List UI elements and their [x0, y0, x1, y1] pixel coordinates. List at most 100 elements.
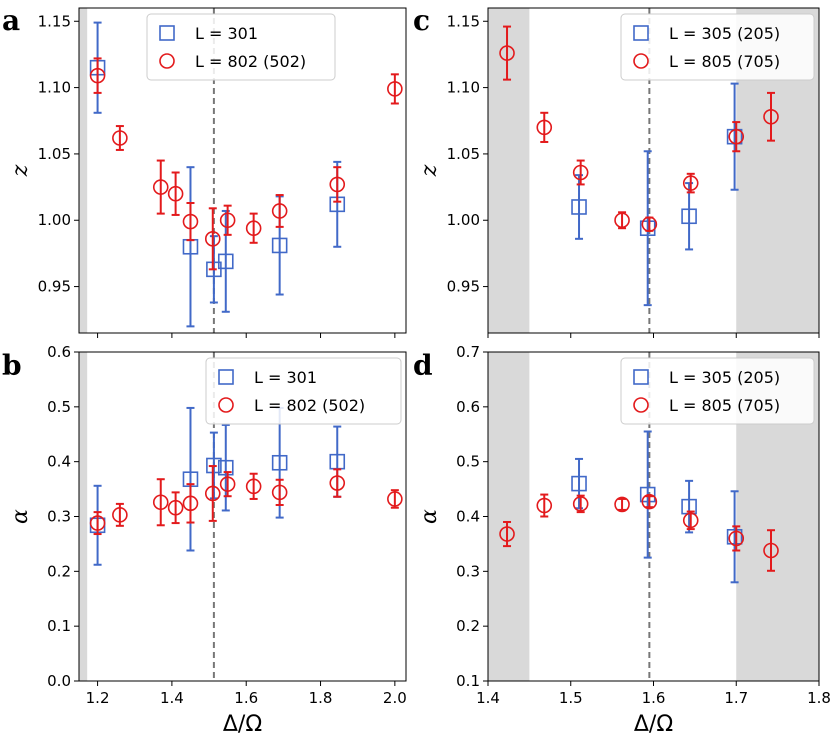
x-axis-label: Δ/Ω: [223, 712, 262, 737]
data-point-circle: [387, 81, 403, 97]
x-tick-label: 1.5: [559, 689, 583, 707]
x-axis-label: Δ/Ω: [634, 712, 673, 737]
x-tick-label: 1.8: [309, 689, 333, 707]
legend-box: [146, 13, 336, 81]
legend-circle-marker: [218, 397, 234, 413]
y-tick-label: 0.0: [47, 672, 71, 690]
x-tick-label: 1.6: [642, 689, 666, 707]
data-point-square: [571, 199, 587, 215]
series-squares: [89, 406, 346, 566]
data-point-circle: [219, 212, 236, 229]
x-tick-label: 1.4: [160, 689, 184, 707]
data-point-circle: [219, 476, 236, 492]
shaded-region: [79, 8, 88, 333]
x-tick-label: 1.6: [234, 689, 258, 707]
legend-box: [620, 13, 815, 81]
data-point-circle: [271, 203, 288, 219]
panel-label: d: [413, 349, 433, 382]
data-point-circle: [245, 478, 262, 495]
legend-square-marker: [159, 25, 175, 41]
data-point-circle: [728, 530, 745, 547]
data-point-circle: [682, 175, 699, 191]
legend-circle-marker: [159, 53, 175, 69]
y-tick-label: 0.95: [447, 278, 480, 296]
data-point-circle: [329, 176, 346, 193]
data-point-circle: [614, 496, 630, 513]
data-point-circle: [763, 108, 779, 125]
y-tick-label: 0.6: [47, 343, 71, 361]
y-tick-label: 0.95: [38, 278, 71, 296]
data-point-square: [206, 261, 222, 278]
panel-label: c: [413, 4, 430, 37]
x-tick-label: 2.0: [383, 689, 407, 707]
data-point-circle: [499, 45, 515, 61]
legend-label: L = 305 (205): [669, 368, 780, 387]
data-point-circle: [112, 507, 128, 523]
data-point-square: [217, 459, 234, 476]
x-tick-label: 1.4: [476, 689, 500, 707]
legend-label: L = 802 (502): [195, 52, 306, 71]
data-point-circle: [387, 491, 403, 507]
y-tick-label: 0.4: [47, 453, 71, 471]
data-point-circle: [89, 67, 106, 84]
data-point-square: [571, 475, 587, 492]
data-point-circle: [182, 495, 199, 512]
y-tick-label: 0.6: [456, 398, 480, 416]
y-tick-label: 1.10: [38, 79, 71, 97]
legend-square-marker: [218, 369, 234, 385]
legend-square-marker: [633, 369, 649, 385]
data-point-circle: [89, 515, 106, 531]
legend-box: [205, 357, 402, 425]
y-tick-label: 0.5: [456, 453, 480, 471]
panel-c: 0.95 1.00 1.05 1.10 1.15 z c L = 305 (205) L = 8…: [413, 4, 820, 338]
y-axis-label: α: [417, 509, 442, 524]
data-point-circle: [167, 499, 184, 516]
legend: L = 301 L = 802 (502): [205, 357, 402, 425]
legend-square-marker: [633, 25, 649, 41]
axes-frame: [78, 7, 407, 334]
y-tick-label: 0.1: [456, 672, 480, 690]
legend-label: L = 301: [254, 368, 317, 387]
y-tick-label: 1.05: [38, 145, 71, 163]
data-point-circle: [204, 485, 221, 502]
y-axis-label: α: [8, 509, 33, 524]
series-circles: [89, 57, 403, 271]
y-tick-label: 1.00: [38, 211, 71, 229]
data-point-square: [681, 208, 697, 225]
legend: L = 301 L = 802 (502): [146, 13, 336, 81]
legend-label: L = 802 (502): [254, 396, 365, 415]
series-circles: [499, 25, 779, 233]
panel-b: 0.0 0.1 0.2 0.3 0.4 0.5 0.6 1.2 1.4 1.6 1.8 2.0 α Δ/Ω…: [2, 343, 407, 737]
y-tick-label: 1.10: [447, 79, 480, 97]
plot-area: [79, 8, 403, 333]
data-point-circle: [572, 496, 589, 512]
data-point-circle: [152, 179, 169, 195]
legend: L = 305 (205) L = 805 (705): [620, 357, 815, 425]
data-point-circle: [536, 119, 553, 136]
data-point-circle: [536, 497, 553, 514]
data-point-circle: [614, 212, 630, 229]
panel-a: 0.95 1.00 1.05 1.10 1.15 z a L = 301 L = 802 (50…: [2, 4, 407, 338]
data-point-circle: [152, 494, 169, 511]
data-point-circle: [499, 526, 515, 542]
series-circles: [499, 493, 779, 572]
legend-circle-marker: [633, 53, 649, 69]
y-tick-label: 0.2: [47, 562, 71, 580]
legend-label: L = 301: [195, 24, 258, 43]
y-tick-label: 0.2: [456, 617, 480, 635]
panel-label: b: [2, 349, 22, 382]
y-tick-label: 1.00: [447, 211, 480, 229]
data-point-square: [271, 454, 288, 471]
data-point-circle: [112, 130, 128, 146]
data-point-circle: [204, 231, 221, 247]
data-point-circle: [728, 128, 745, 145]
legend-label: L = 305 (205): [669, 24, 780, 43]
series-circles: [89, 465, 403, 536]
y-tick-label: 0.3: [456, 562, 480, 580]
y-tick-label: 0.1: [47, 617, 71, 635]
data-point-circle: [329, 475, 346, 491]
y-tick-label: 1.15: [38, 12, 71, 30]
x-tick-label: 1.2: [86, 689, 110, 707]
data-point-square: [217, 253, 234, 270]
data-point-circle: [572, 164, 589, 181]
